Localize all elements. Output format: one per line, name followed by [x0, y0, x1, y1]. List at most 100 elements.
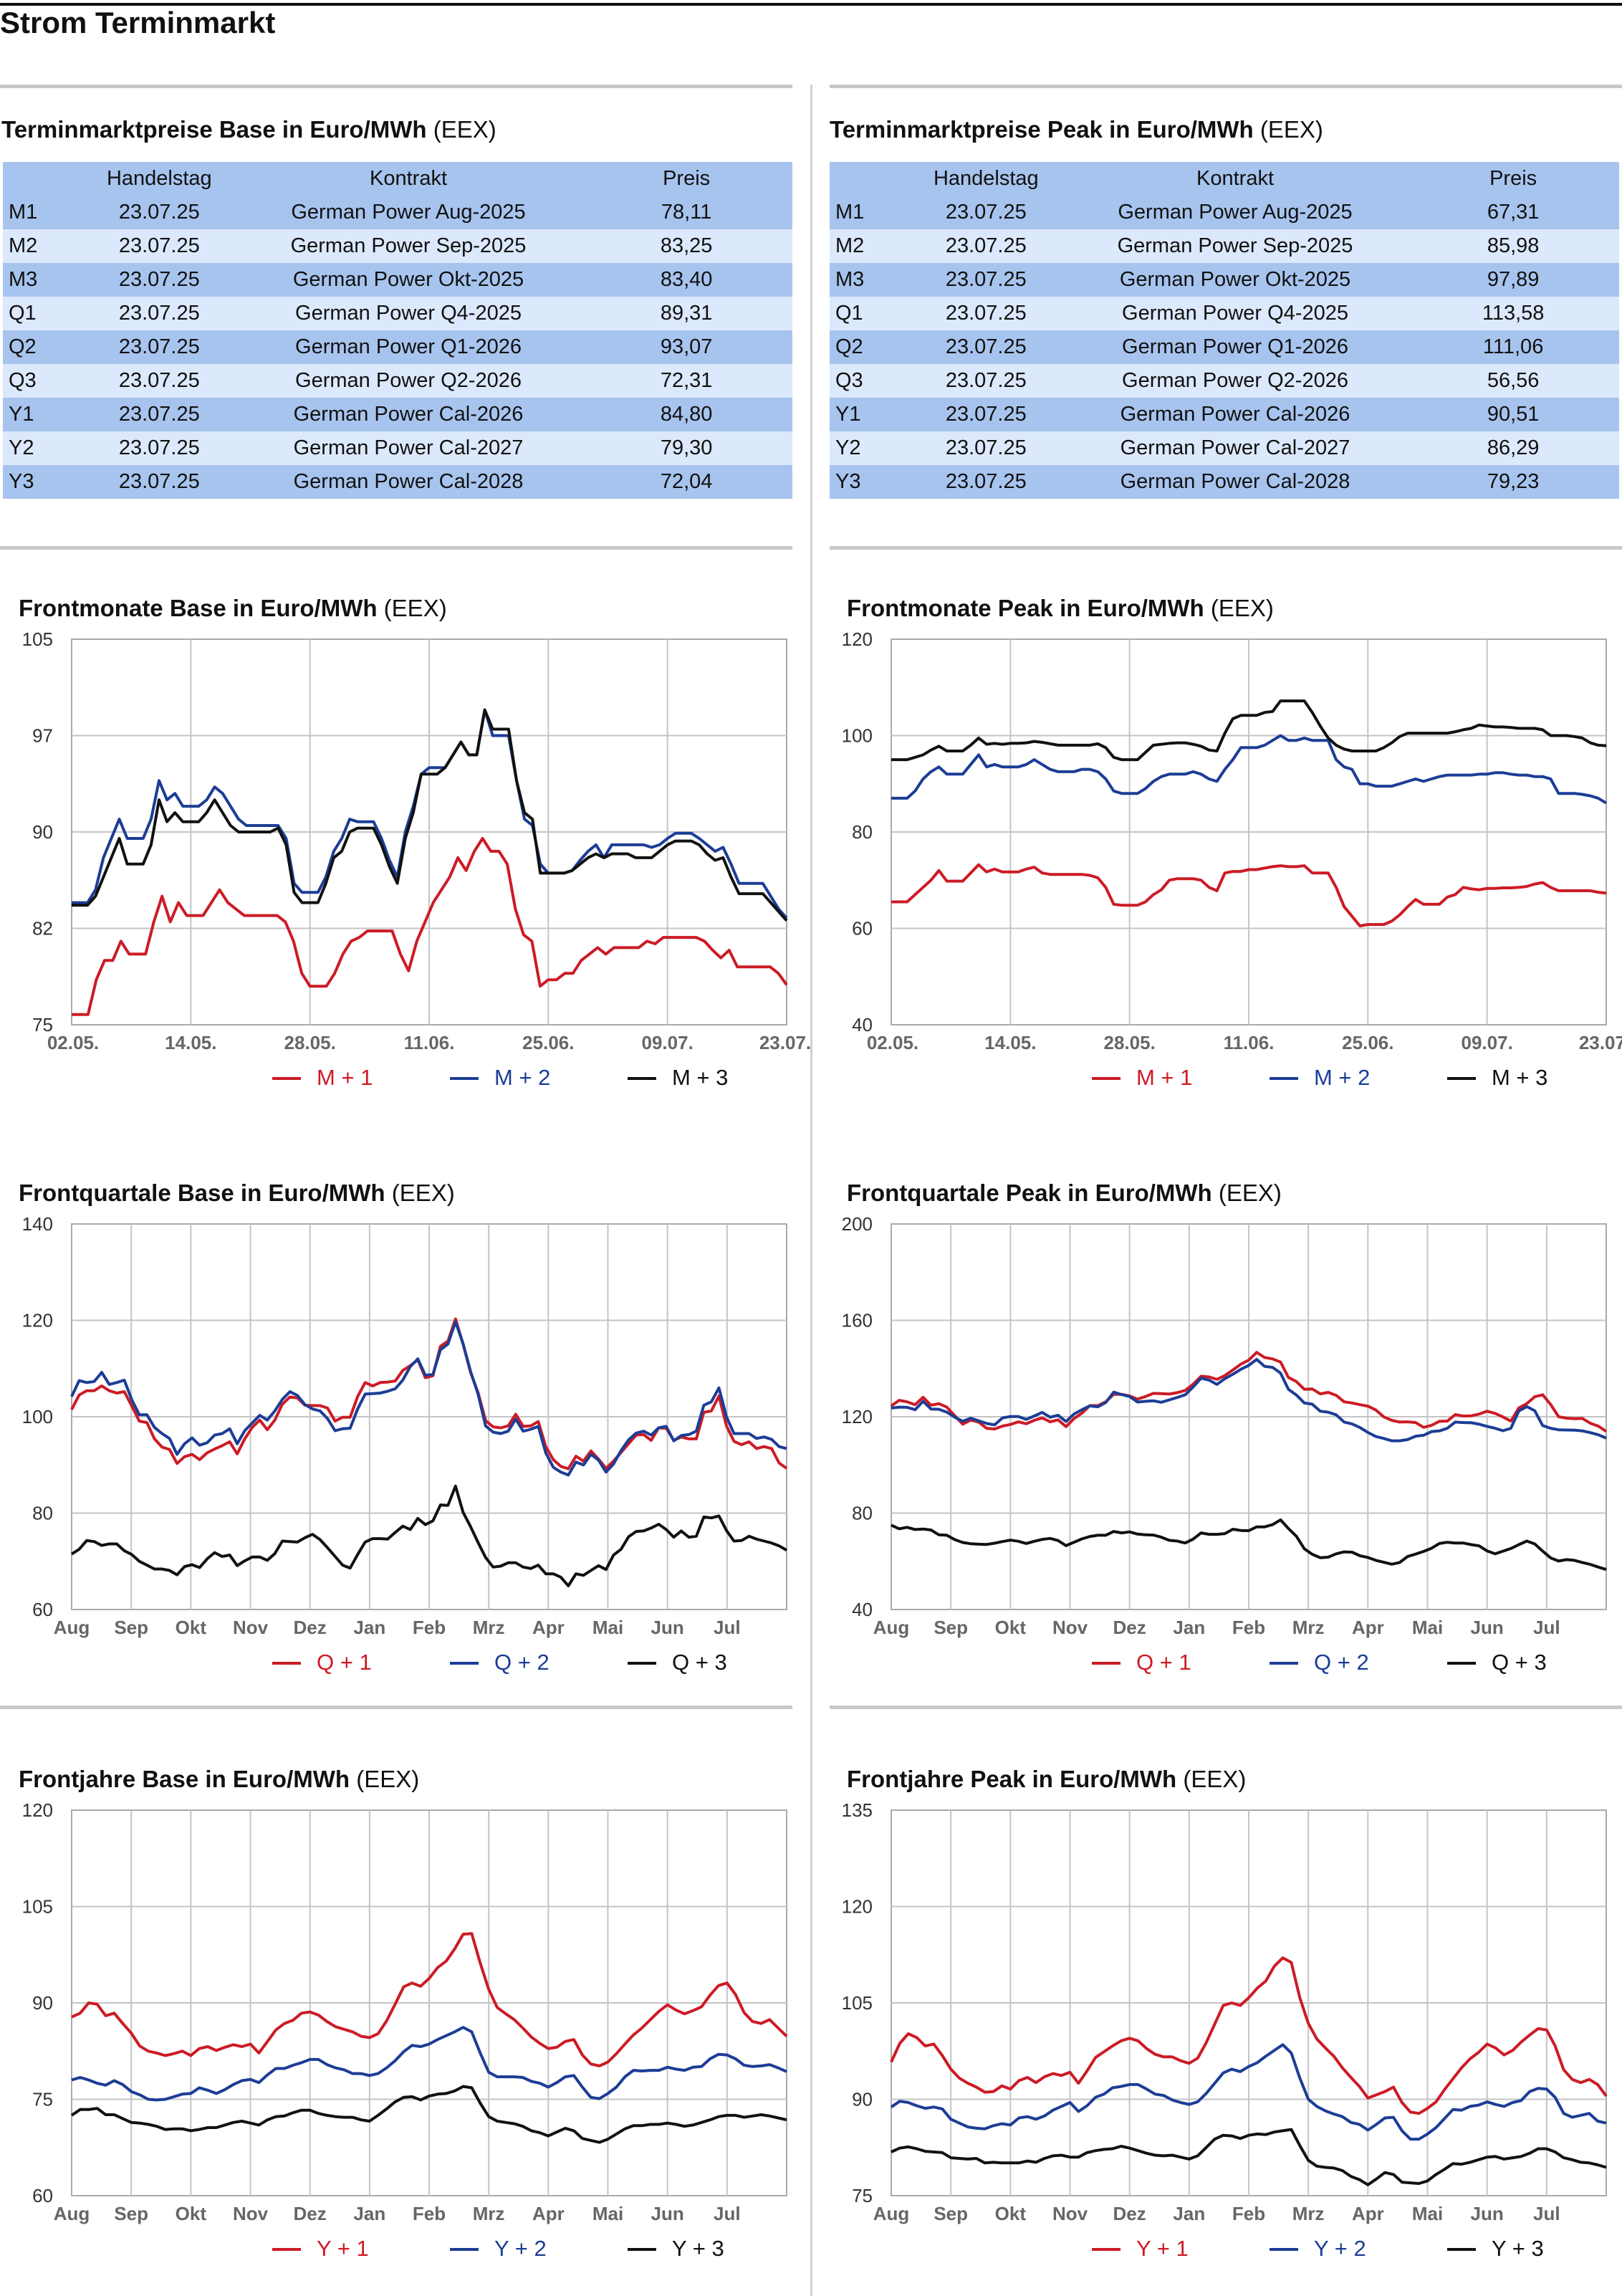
header-code [3, 162, 82, 196]
x-tick-label: Feb [1232, 2203, 1265, 2224]
x-tick-label: Apr [532, 1617, 565, 1638]
x-tick-label: Aug [54, 2203, 90, 2224]
row-contract: German Power Aug-2025 [236, 196, 581, 229]
row-trading-day: 23.07.25 [82, 330, 236, 364]
x-tick-label: Jun [651, 2203, 684, 2224]
x-tick-label: 23.07. [759, 1032, 811, 1053]
legend-label: M + 1 [317, 1065, 373, 1090]
x-tick-label: Sep [934, 1617, 968, 1638]
row-trading-day: 23.07.25 [908, 364, 1063, 398]
legend-label: Y + 1 [317, 2236, 369, 2261]
row-trading-day: 23.07.25 [82, 263, 236, 297]
table-row: M2 23.07.25 German Power Sep-2025 85,98 [830, 229, 1619, 263]
chart-title-source: (EEX) [350, 1766, 420, 1792]
chart-title-bold: Frontquartale Base in Euro/MWh [19, 1180, 385, 1206]
x-tick-label: 02.05. [867, 1032, 918, 1053]
table-row: Q2 23.07.25 German Power Q1-2026 111,06 [830, 330, 1619, 364]
legend-label: M + 3 [672, 1065, 728, 1090]
x-tick-label: Jun [1471, 2203, 1504, 2224]
row-code: M2 [3, 229, 82, 263]
chart-frontmonate-peak: 40 60 80 100 120 02.05. 14.05. 28.05. 11.06. 25.0… [842, 628, 1622, 1090]
legend-label: Y + 3 [1492, 2236, 1544, 2261]
row-trading-day: 23.07.25 [908, 465, 1063, 499]
row-price: 79,23 [1407, 465, 1619, 499]
row-contract: German Power Q4-2025 [1062, 297, 1408, 330]
x-tick-label: Aug [873, 1617, 910, 1638]
row-price: 83,25 [580, 229, 792, 263]
chart-title-source: (EEX) [377, 595, 447, 621]
x-tick-label: 02.05. [47, 1032, 99, 1053]
x-tick-label: Jul [714, 2203, 741, 2224]
column-divider [810, 85, 812, 2296]
x-tick-label: Okt [176, 1617, 207, 1638]
series-line [72, 708, 788, 919]
x-tick-label: Mrz [473, 2203, 505, 2224]
x-tick-label: Jan [353, 1617, 385, 1638]
x-tick-label: Jul [1533, 2203, 1560, 2224]
section-divider [830, 1706, 1622, 1709]
section-divider [830, 85, 1622, 88]
table-row: Y3 23.07.25 German Power Cal-2028 79,23 [830, 465, 1619, 499]
table-row: Y2 23.07.25 German Power Cal-2027 86,29 [830, 431, 1619, 465]
section-divider [0, 1706, 792, 1709]
x-tick-label: Nov [1052, 1617, 1088, 1638]
x-tick-label: Okt [995, 2203, 1027, 2224]
x-tick-label: Okt [995, 1617, 1027, 1638]
row-code: Y3 [830, 465, 909, 499]
table-header-row: Handelstag Kontrakt Preis [830, 162, 1619, 196]
header-price: Preis [1407, 162, 1619, 196]
row-code: Y2 [3, 431, 82, 465]
x-tick-label: 28.05. [1104, 1032, 1156, 1053]
table-title-peak: Terminmarktpreise Peak in Euro/MWh (EEX) [830, 116, 1323, 143]
row-code: Q3 [830, 364, 909, 398]
x-tick-label: 28.05. [284, 1032, 336, 1053]
row-price: 72,31 [580, 364, 792, 398]
x-tick-label: Aug [873, 2203, 910, 2224]
y-tick-label: 75 [32, 2089, 53, 2110]
row-trading-day: 23.07.25 [908, 263, 1063, 297]
legend-label: Q + 1 [1136, 1650, 1191, 1675]
row-contract: German Power Q2-2026 [1062, 364, 1408, 398]
series-line [890, 2043, 1607, 2141]
row-price: 79,30 [580, 431, 792, 465]
y-tick-label: 105 [22, 1896, 53, 1918]
row-contract: German Power Cal-2027 [1062, 431, 1408, 465]
x-tick-label: 11.06. [404, 1032, 455, 1053]
x-tick-label: 25.06. [522, 1032, 574, 1053]
x-tick-label: 11.06. [1224, 1032, 1275, 1053]
legend-label: M + 3 [1492, 1065, 1547, 1090]
top-rule [0, 3, 1622, 6]
x-tick-label: Jun [1471, 1617, 1504, 1638]
legend-label: M + 2 [1314, 1065, 1370, 1090]
row-contract: German Power Q1-2026 [1062, 330, 1408, 364]
y-tick-label: 120 [22, 1799, 53, 1821]
x-tick-label: Feb [1232, 1617, 1265, 1638]
y-tick-label: 90 [32, 821, 53, 843]
header-contract: Kontrakt [236, 162, 581, 196]
row-code: Y1 [3, 398, 82, 431]
row-code: Q3 [3, 364, 82, 398]
row-code: M2 [830, 229, 909, 263]
row-code: Y3 [3, 465, 82, 499]
y-tick-label: 60 [852, 918, 873, 939]
row-price: 90,51 [1407, 398, 1619, 431]
table-title-bold: Terminmarktpreise Base in Euro/MWh [1, 116, 427, 143]
x-tick-label: 23.07. [1579, 1032, 1622, 1053]
table-row: M2 23.07.25 German Power Sep-2025 83,25 [3, 229, 792, 263]
row-price: 56,56 [1407, 364, 1619, 398]
section-divider [0, 546, 792, 550]
row-price: 113,58 [1407, 297, 1619, 330]
chart-title-source: (EEX) [385, 1180, 455, 1206]
row-trading-day: 23.07.25 [908, 229, 1063, 263]
row-contract: German Power Cal-2027 [236, 431, 581, 465]
row-contract: German Power Cal-2026 [1062, 398, 1408, 431]
row-code: Q1 [830, 297, 909, 330]
x-tick-label: 14.05. [984, 1032, 1036, 1053]
series-line [891, 1358, 1607, 1443]
y-tick-label: 75 [32, 1014, 53, 1035]
row-trading-day: 23.07.25 [908, 431, 1063, 465]
row-price: 84,80 [580, 398, 792, 431]
y-tick-label: 82 [32, 918, 53, 939]
chart-title: Frontquartale Peak in Euro/MWh (EEX) [847, 1180, 1282, 1207]
legend-label: M + 1 [1136, 1065, 1192, 1090]
